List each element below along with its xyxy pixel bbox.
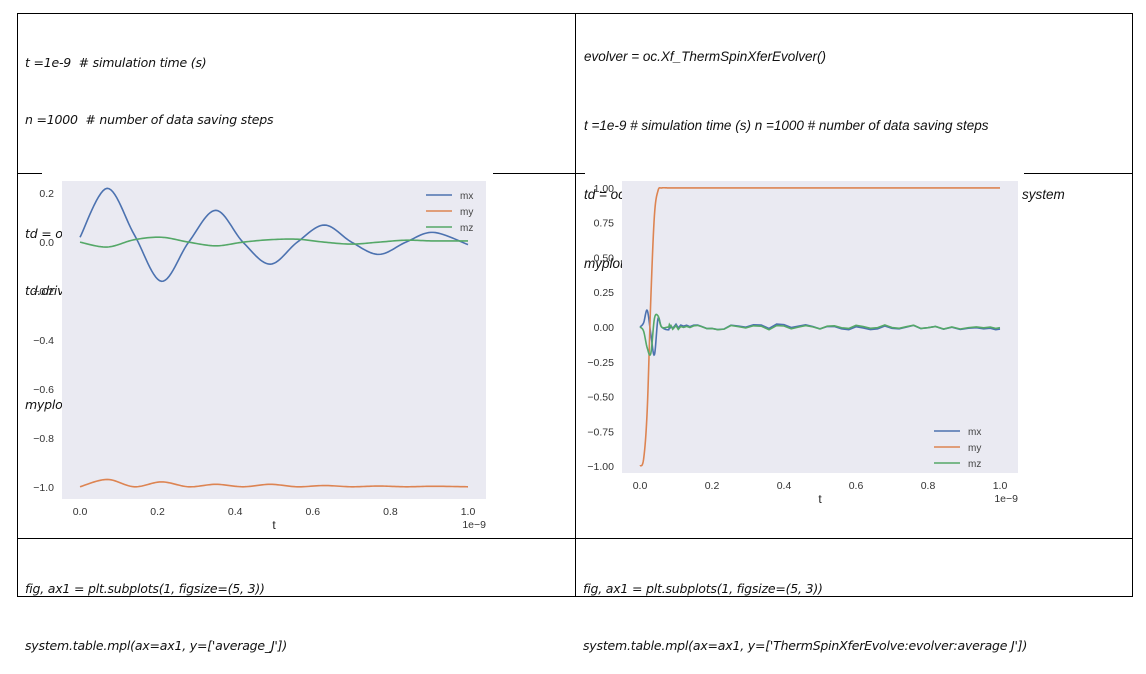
x-offset-label: 1e−9 bbox=[994, 493, 1018, 505]
code-line: system.table.mpl(ax=ax1, y=['average_J']… bbox=[25, 638, 288, 653]
x-tick-label: 0.6 bbox=[849, 480, 864, 492]
y-tick-label: 0.75 bbox=[594, 218, 615, 230]
x-offset-label: 1e−9 bbox=[462, 519, 486, 531]
x-tick-label: 1.0 bbox=[461, 506, 476, 518]
y-tick-label: −1.0 bbox=[33, 482, 54, 494]
x-tick-label: 0.2 bbox=[705, 480, 720, 492]
y-tick-label: −0.25 bbox=[587, 357, 614, 369]
chart-right: 1.00 0.75 0.50 0.25 0.00 −0.25 −0.50 −0.75 −1.00… bbox=[576, 176, 1132, 536]
legend-label-mx: mx bbox=[968, 427, 981, 438]
code-line: t =1e-9 # simulation time (s) bbox=[25, 55, 207, 70]
y-tick-label: 0.50 bbox=[594, 252, 615, 264]
y-tick-label: −0.50 bbox=[587, 392, 614, 404]
x-tick-label: 0.0 bbox=[633, 480, 648, 492]
legend-label-my: my bbox=[460, 207, 473, 218]
x-tick-label: 0.0 bbox=[73, 506, 88, 518]
y-tick-label: 0.25 bbox=[594, 287, 615, 299]
column-divider bbox=[575, 13, 576, 597]
x-tick-label: 0.4 bbox=[777, 480, 792, 492]
y-tick-label: −0.4 bbox=[33, 335, 54, 347]
series-line-mz bbox=[79, 236, 468, 248]
code-line: n =1000 # number of data saving steps bbox=[25, 112, 274, 127]
legend-label-mx: mx bbox=[460, 191, 473, 202]
y-tick-label: 0.2 bbox=[39, 188, 54, 200]
y-tick-label: −1.00 bbox=[587, 461, 614, 473]
y-tick-label: −0.8 bbox=[33, 433, 54, 445]
chart-right-svg: 1.00 0.75 0.50 0.25 0.00 −0.25 −0.50 −0.75 −1.00… bbox=[587, 181, 1018, 506]
code-line: fig, ax1 = plt.subplots(1, figsize=(5, 3… bbox=[25, 581, 265, 596]
y-tick-label: 0.0 bbox=[39, 237, 54, 249]
y-tick-label: 0.00 bbox=[594, 322, 615, 334]
code-line: fig, ax1 = plt.subplots(1, figsize=(5, 3… bbox=[583, 581, 823, 596]
x-tick-label: 0.8 bbox=[383, 506, 398, 518]
row-divider-top-left-a bbox=[17, 173, 42, 174]
row-divider-top-left-b bbox=[493, 173, 575, 174]
series-line-mx bbox=[639, 309, 1001, 357]
row-divider-top-right-b bbox=[1024, 173, 1133, 174]
x-tick-label: 0.6 bbox=[305, 506, 320, 518]
axes-background bbox=[62, 181, 486, 499]
x-axis-label: t bbox=[272, 518, 276, 532]
code-line: evolver = oc.Xf_ThermSpinXferEvolver() bbox=[584, 49, 826, 64]
row-divider-top-right-a bbox=[575, 173, 585, 174]
code-line: t =1e-9 # simulation time (s) n =1000 # … bbox=[584, 118, 989, 133]
row-divider-bottom bbox=[17, 538, 1133, 539]
series-line-mz bbox=[639, 313, 1001, 356]
x-axis-label: t bbox=[818, 492, 822, 506]
chart-left: 0.2 0.0 −0.2 −0.4 −0.6 −0.8 −1.0 0.0 0.2 0.4 0.6 0.… bbox=[18, 176, 574, 536]
series-line-my bbox=[79, 478, 469, 488]
x-tick-label: 0.2 bbox=[150, 506, 165, 518]
y-tick-label: −0.75 bbox=[587, 426, 614, 438]
y-tick-label: −0.6 bbox=[33, 384, 54, 396]
legend-label-mz: mz bbox=[968, 459, 981, 470]
code-line: system.table.mpl(ax=ax1, y=['ThermSpinXf… bbox=[583, 638, 1028, 653]
x-tick-label: 1.0 bbox=[993, 480, 1008, 492]
code-cell-left-bottom: fig, ax1 = plt.subplots(1, figsize=(5, 3… bbox=[25, 541, 287, 674]
series-line-mx bbox=[79, 187, 469, 283]
code-cell-right-bottom: fig, ax1 = plt.subplots(1, figsize=(5, 3… bbox=[583, 541, 1027, 674]
legend-label-my: my bbox=[968, 443, 981, 454]
y-tick-label: 1.00 bbox=[594, 183, 615, 195]
legend-label-mz: mz bbox=[460, 223, 473, 234]
y-tick-label: −0.2 bbox=[33, 286, 54, 298]
chart-left-svg: 0.2 0.0 −0.2 −0.4 −0.6 −0.8 −1.0 0.0 0.2 0.4 0.6 0.… bbox=[33, 181, 486, 532]
x-tick-label: 0.8 bbox=[921, 480, 936, 492]
series-line-my bbox=[639, 186, 1000, 467]
x-tick-label: 0.4 bbox=[228, 506, 243, 518]
